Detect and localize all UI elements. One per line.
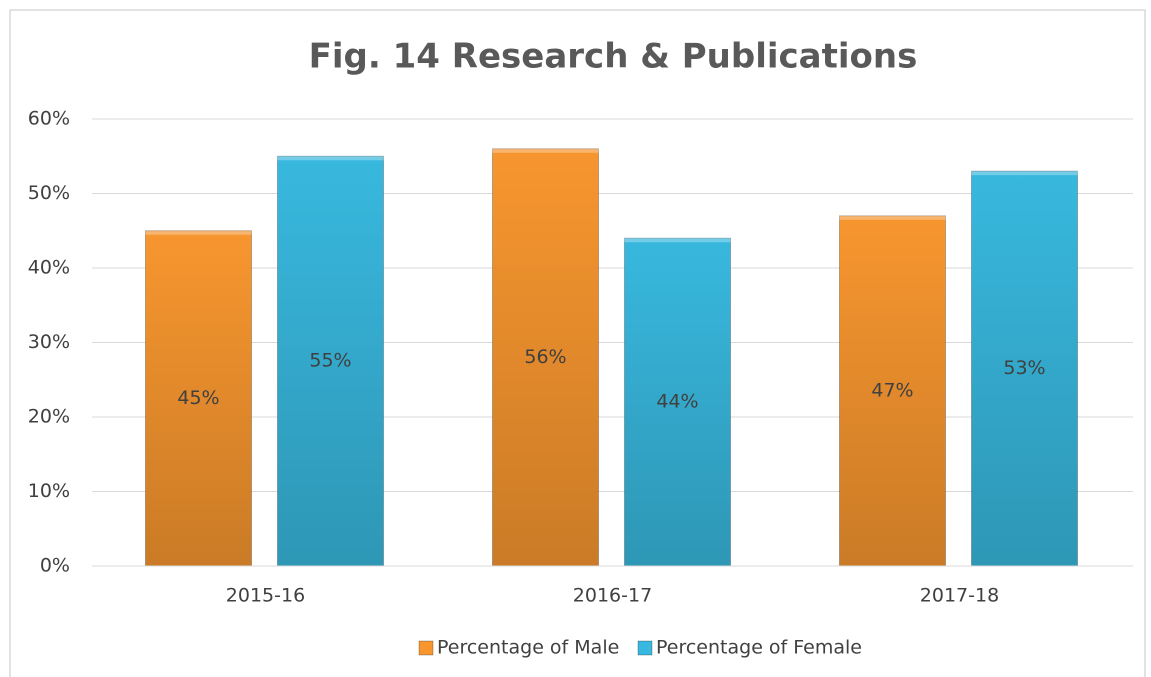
y-tick-label: 0% bbox=[40, 555, 70, 577]
data-label: 56% bbox=[524, 346, 566, 368]
legend-label: Percentage of Male bbox=[437, 637, 619, 659]
data-label: 53% bbox=[1003, 357, 1045, 379]
x-tick-label: 2017-18 bbox=[920, 585, 999, 607]
y-tick-label: 60% bbox=[28, 108, 70, 130]
data-label: 55% bbox=[309, 350, 351, 372]
y-tick-label: 10% bbox=[28, 480, 70, 502]
y-tick-label: 40% bbox=[28, 257, 70, 279]
data-label: 47% bbox=[871, 379, 913, 401]
legend-swatch bbox=[418, 640, 434, 656]
data-label: 44% bbox=[656, 391, 698, 413]
y-tick-label: 30% bbox=[28, 331, 70, 353]
legend-swatch bbox=[637, 640, 653, 656]
data-label: 45% bbox=[177, 387, 219, 409]
legend-label: Percentage of Female bbox=[656, 637, 862, 659]
y-tick-label: 50% bbox=[28, 182, 70, 204]
chart-title: Fig. 14 Research & Publications bbox=[309, 37, 918, 77]
x-tick-label: 2016-17 bbox=[573, 585, 652, 607]
x-tick-label: 2015-16 bbox=[226, 585, 305, 607]
y-tick-label: 20% bbox=[28, 406, 70, 428]
